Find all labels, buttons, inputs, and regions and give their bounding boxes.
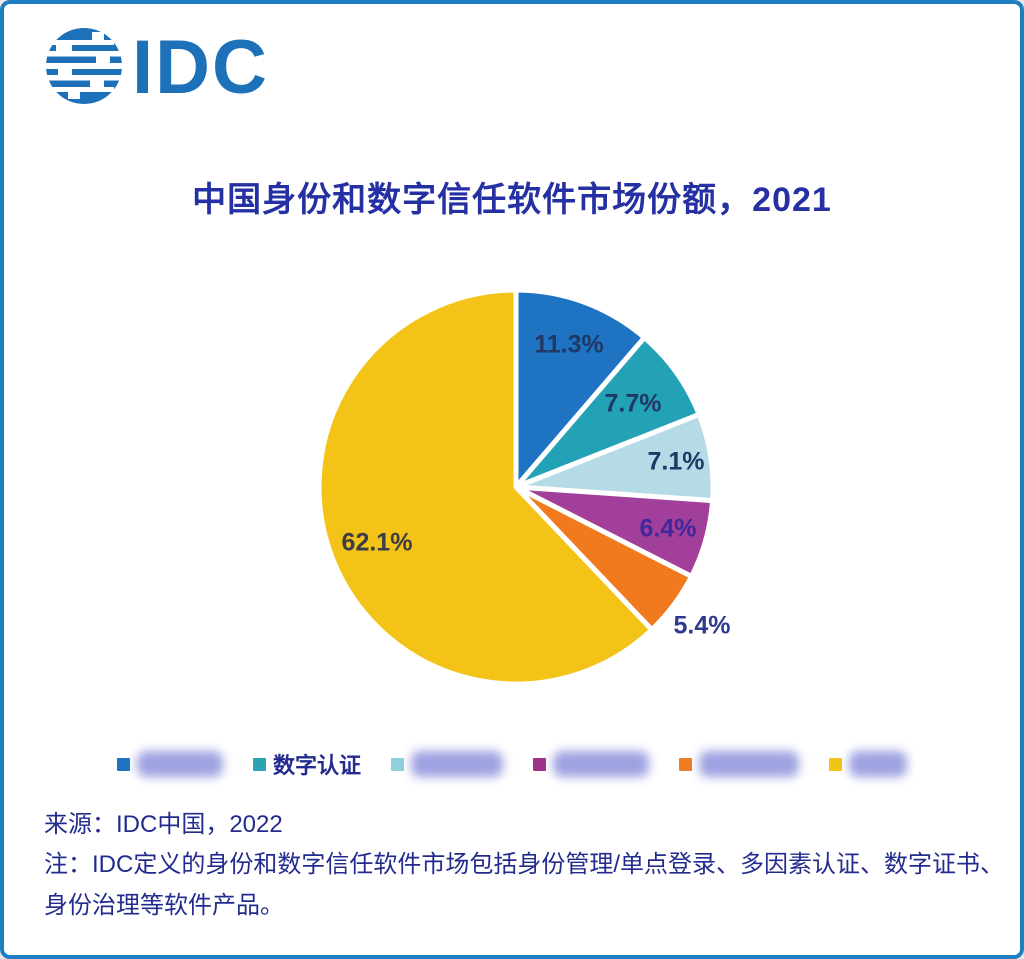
- legend-marker-icon: [252, 757, 266, 771]
- legend-item-1: [116, 751, 223, 777]
- legend-label-redacted: [553, 751, 649, 777]
- legend-label-redacted: [136, 751, 223, 777]
- legend-item-6: [829, 751, 907, 777]
- legend-marker-icon: [391, 757, 404, 771]
- legend-item-2: 数字认证: [252, 748, 361, 780]
- pie-slice-label-64: 6.4%: [639, 514, 697, 543]
- pie-slice-label-77: 7.7%: [604, 389, 662, 418]
- pie-slice-label-54: 5.4%: [673, 611, 731, 640]
- pie-slice-113: [513, 287, 647, 490]
- legend-label-redacted: [411, 751, 503, 777]
- pie-slice-621: [316, 287, 655, 687]
- legend-label-redacted: [699, 751, 799, 777]
- source-text: 来源：IDC中国，2022: [44, 811, 283, 838]
- pie-slice-label-71: 7.1%: [647, 447, 705, 476]
- idc-logo-text: IDC: [132, 24, 269, 110]
- legend-item-5: [679, 751, 799, 777]
- legend-label: 数字认证: [272, 753, 361, 778]
- legend-marker-icon: [116, 757, 130, 771]
- pie-slice-label-621: 62.1%: [341, 528, 413, 557]
- idc-globe-icon: [44, 24, 124, 111]
- chart-legend: 数字认证: [4, 748, 1020, 780]
- pie-slice-label-113: 11.3%: [534, 330, 604, 359]
- chart-title: 中国身份和数字信任软件市场份额，2021: [192, 181, 832, 219]
- legend-label-redacted: [849, 751, 907, 777]
- note-text: 注：IDC定义的身份和数字信任软件市场包括身份管理/单点登录、多因素认证、数字证…: [44, 851, 1004, 919]
- pie-chart: [316, 287, 716, 687]
- legend-item-4: [533, 751, 649, 777]
- idc-logo: IDC: [44, 24, 269, 111]
- legend-item-3: [391, 751, 503, 777]
- legend-marker-icon: [829, 757, 842, 771]
- legend-marker-icon: [533, 757, 546, 771]
- legend-marker-icon: [679, 757, 692, 771]
